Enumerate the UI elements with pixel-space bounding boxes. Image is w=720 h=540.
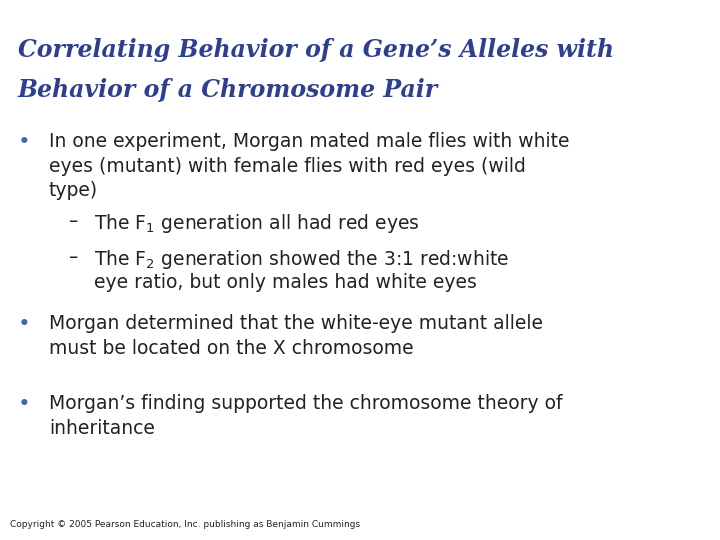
Text: Morgan’s finding supported the chromosome theory of: Morgan’s finding supported the chromosom… xyxy=(49,394,562,413)
Text: eye ratio, but only males had white eyes: eye ratio, but only males had white eyes xyxy=(94,273,477,292)
Text: Behavior of a Chromosome Pair: Behavior of a Chromosome Pair xyxy=(18,78,438,102)
Text: In one experiment, Morgan mated male flies with white: In one experiment, Morgan mated male fli… xyxy=(49,132,570,151)
Text: The F$_2$ generation showed the 3:1 red:white: The F$_2$ generation showed the 3:1 red:… xyxy=(94,248,508,272)
Text: –: – xyxy=(68,212,78,231)
Text: •: • xyxy=(18,394,31,414)
Text: Copyright © 2005 Pearson Education, Inc. publishing as Benjamin Cummings: Copyright © 2005 Pearson Education, Inc.… xyxy=(10,520,360,529)
Text: •: • xyxy=(18,132,31,152)
Text: must be located on the X chromosome: must be located on the X chromosome xyxy=(49,339,413,357)
Text: type): type) xyxy=(49,181,98,200)
Text: The F$_1$ generation all had red eyes: The F$_1$ generation all had red eyes xyxy=(94,212,420,235)
Text: eyes (mutant) with female flies with red eyes (wild: eyes (mutant) with female flies with red… xyxy=(49,157,526,176)
Text: •: • xyxy=(18,314,31,334)
Text: inheritance: inheritance xyxy=(49,419,155,438)
Text: Morgan determined that the white-eye mutant allele: Morgan determined that the white-eye mut… xyxy=(49,314,543,333)
Text: –: – xyxy=(68,248,78,267)
Text: Correlating Behavior of a Gene’s Alleles with: Correlating Behavior of a Gene’s Alleles… xyxy=(18,38,614,62)
